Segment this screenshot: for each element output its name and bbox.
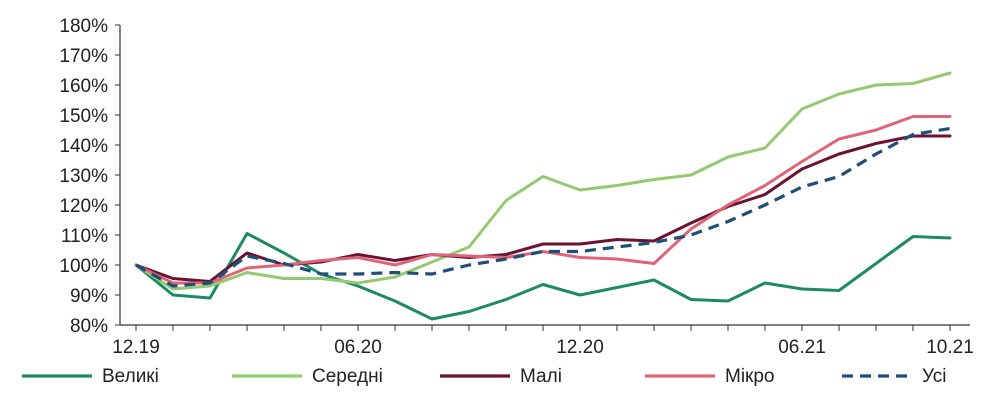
y-tick-label: 140% (59, 136, 108, 157)
axes: 80% 90% 100% 110% 120% 130% 140% 150% 160% 170% 18… (59, 16, 973, 358)
series-line-2 (134, 134, 952, 283)
y-tick-label: 180% (59, 16, 108, 37)
y-tick-label: 100% (59, 256, 108, 277)
plot-area (134, 71, 952, 321)
legend-label-2: Малі (520, 366, 562, 387)
x-tick-label: 06.20 (334, 337, 382, 358)
y-tick-label: 150% (59, 106, 108, 127)
legend-label-3: Мікро (725, 366, 775, 387)
y-tick-label: 130% (59, 166, 108, 187)
y-tick-label: 80% (70, 316, 108, 337)
legend-label-4: Усі (922, 366, 947, 387)
x-tick-label: 06.21 (778, 337, 826, 358)
series-line-0 (134, 232, 952, 321)
legend-label-1: Середні (312, 366, 383, 387)
y-tick-label: 120% (59, 196, 108, 217)
y-tick-label: 170% (59, 46, 108, 67)
legend: Великі Середні Малі Мікро Усі (22, 366, 947, 387)
legend-label-0: Великі (102, 366, 159, 387)
x-tick-label: 12.20 (556, 337, 604, 358)
y-tick-label: 160% (59, 76, 108, 97)
y-tick-label: 110% (61, 226, 108, 247)
series-line-1 (134, 71, 952, 291)
series-line-4 (135, 126, 951, 288)
series-line-3 (134, 115, 952, 285)
x-tick-label: 12.19 (112, 337, 160, 358)
x-tick-label: 10.21 (926, 337, 974, 358)
y-tick-label: 90% (70, 286, 108, 307)
